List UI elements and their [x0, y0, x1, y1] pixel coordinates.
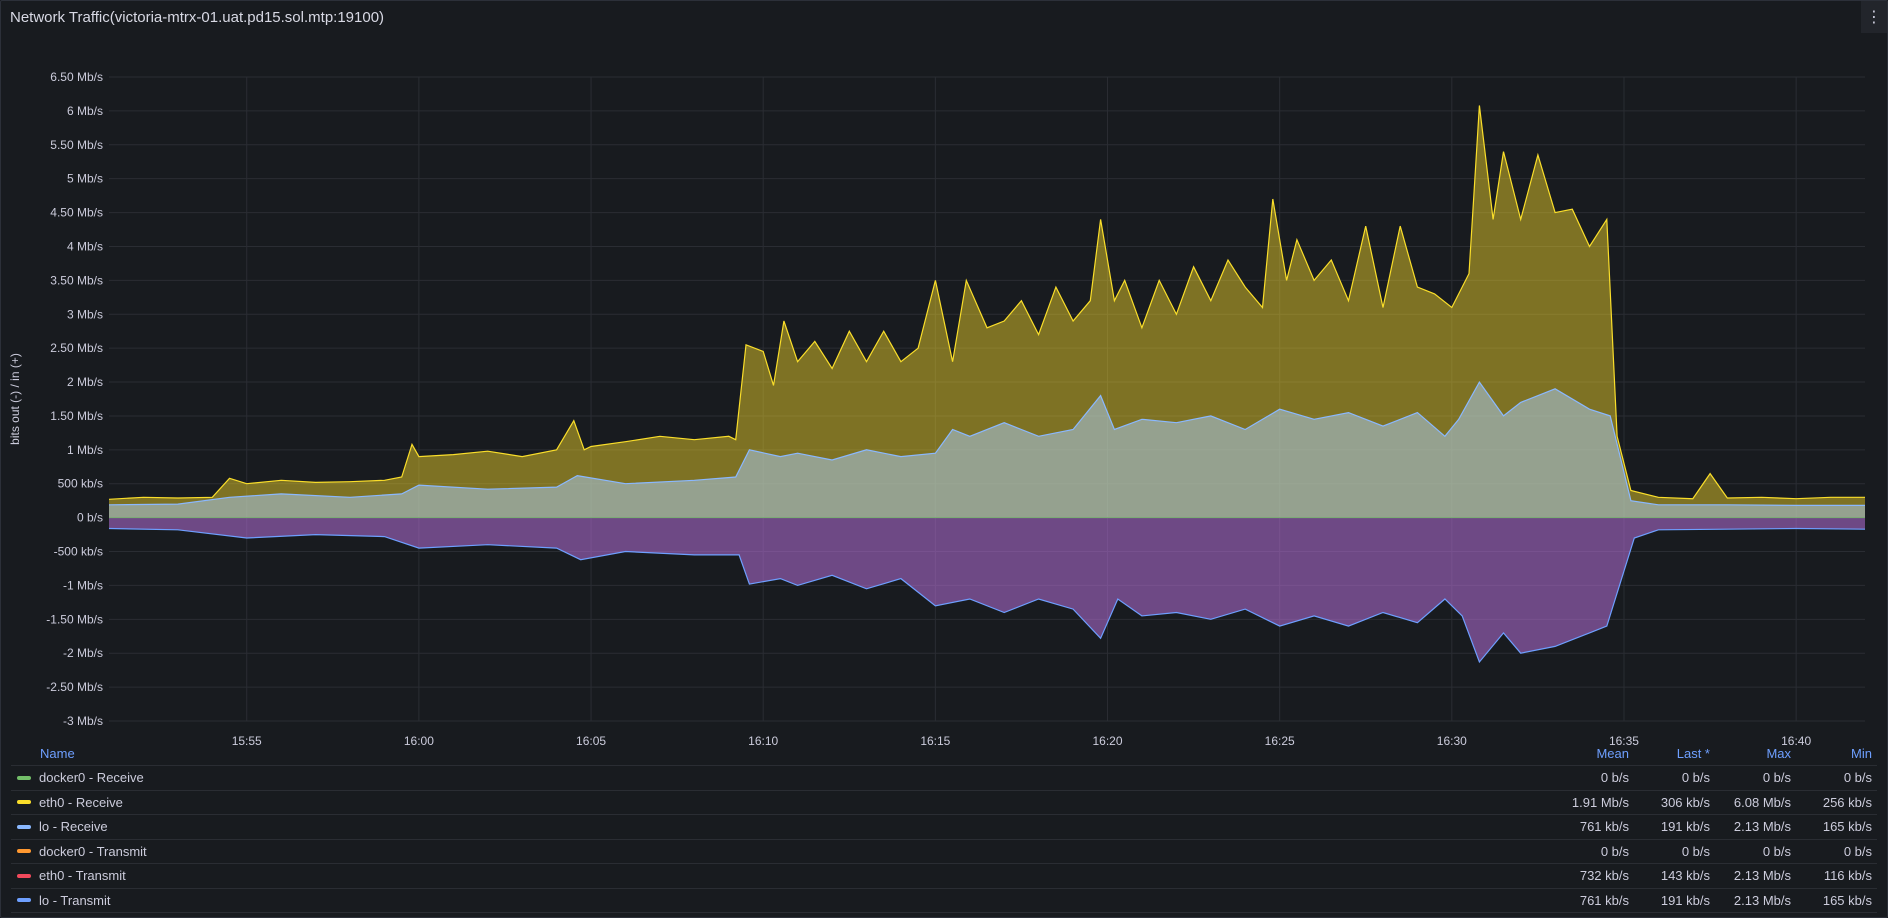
- legend-header: Name Mean Last * Max Min: [11, 741, 1877, 766]
- legend-mean-value: 732 kb/s: [1579, 868, 1629, 884]
- legend-mean-value: 0 b/s: [1600, 843, 1629, 859]
- y-tick-label: -3 Mb/s: [63, 714, 103, 728]
- legend-series-name[interactable]: eth0 - Receive: [11, 795, 1553, 810]
- y-tick-label: 4.50 Mb/s: [50, 206, 103, 220]
- y-tick-label: 1 Mb/s: [67, 443, 103, 457]
- series-color-swatch: [17, 849, 31, 854]
- legend-min-value: 116 kb/s: [1823, 868, 1872, 884]
- y-tick-label: 5.50 Mb/s: [50, 138, 103, 152]
- legend-series-label: lo - Transmit: [39, 892, 111, 908]
- y-tick-label: 5 Mb/s: [67, 172, 103, 186]
- legend-row[interactable]: eth0 - Transmit 732 kb/s 143 kb/s 2.13 Mb/s…: [11, 864, 1877, 889]
- legend-header-name[interactable]: Name: [40, 745, 75, 761]
- legend-last-value: 191 kb/s: [1660, 819, 1710, 835]
- legend-row[interactable]: lo - Receive 761 kb/s 191 kb/s 2.13 Mb/s 165…: [11, 815, 1877, 840]
- kebab-menu-icon: ⋮: [1866, 9, 1882, 26]
- legend-row[interactable]: eth0 - Receive 1.91 Mb/s 306 kb/s 6.08 Mb/s…: [11, 791, 1877, 815]
- y-tick-label: 6.50 Mb/s: [50, 70, 103, 84]
- series-color-swatch: [17, 824, 31, 829]
- x-tick-label: 16:10: [748, 734, 778, 747]
- legend-row[interactable]: lo - Transmit 761 kb/s 191 kb/s 2.13 Mb/s 16…: [11, 889, 1877, 913]
- x-tick-label: 16:00: [404, 734, 434, 747]
- legend-series-name[interactable]: lo - Transmit: [11, 893, 1553, 908]
- series-color-swatch: [17, 873, 31, 878]
- series-color-swatch: [17, 898, 31, 903]
- legend-min-value: 256 kb/s: [1822, 794, 1872, 810]
- legend-row[interactable]: docker0 - Transmit 0 b/s 0 b/s 0 b/s 0 b/s: [11, 840, 1877, 864]
- x-tick-label: 15:55: [232, 734, 262, 747]
- y-tick-label: 4 Mb/s: [67, 239, 103, 253]
- legend-mean-value: 761 kb/s: [1579, 892, 1629, 908]
- legend-mean-value: 1.91 Mb/s: [1571, 794, 1629, 810]
- legend-series-label: lo - Receive: [39, 819, 108, 835]
- legend-last-value: 306 kb/s: [1660, 794, 1710, 810]
- series-area: [109, 105, 1865, 518]
- legend-series-label: docker0 - Transmit: [39, 843, 147, 859]
- legend-last-value: 0 b/s: [1681, 770, 1710, 786]
- series-color-swatch: [17, 800, 31, 805]
- legend-max-value: 2.13 Mb/s: [1733, 892, 1791, 908]
- legend-mean-value: 761 kb/s: [1579, 819, 1629, 835]
- legend-header-min[interactable]: Min: [1851, 745, 1872, 761]
- x-tick-label: 16:40: [1781, 734, 1811, 747]
- y-tick-label: 500 kb/s: [58, 477, 103, 491]
- y-tick-label: 1.50 Mb/s: [50, 409, 103, 423]
- y-axis-label: bits out (-) / in (+): [8, 353, 22, 445]
- legend-min-value: 165 kb/s: [1822, 892, 1872, 908]
- panel-title: Network Traffic(victoria-mtrx-01.uat.pd1…: [10, 9, 385, 26]
- legend-header-mean[interactable]: Mean: [1596, 745, 1629, 761]
- series-area: [109, 382, 1865, 518]
- x-tick-label: 16:30: [1437, 734, 1467, 747]
- y-tick-label: -2 Mb/s: [63, 646, 103, 660]
- legend-last-value: 0 b/s: [1681, 843, 1710, 859]
- legend-last-value: 143 kb/s: [1660, 868, 1710, 884]
- series-color-swatch: [17, 775, 31, 780]
- y-tick-label: 2.50 Mb/s: [50, 341, 103, 355]
- network-traffic-chart[interactable]: 6.50 Mb/s 6 Mb/s 5.50 Mb/s 5 Mb/s 4.50 Mb/s 4…: [1, 37, 1887, 748]
- legend-table: Name Mean Last * Max Min docker0 - Recei…: [11, 741, 1877, 913]
- legend-min-value: 165 kb/s: [1822, 819, 1872, 835]
- legend-header-max[interactable]: Max: [1766, 745, 1791, 761]
- y-tick-label: -2.50 Mb/s: [46, 680, 103, 694]
- legend-series-label: eth0 - Transmit: [39, 868, 126, 884]
- legend-max-value: 0 b/s: [1762, 843, 1791, 859]
- legend-min-value: 0 b/s: [1843, 770, 1872, 786]
- legend-max-value: 2.13 Mb/s: [1733, 819, 1791, 835]
- y-tick-label: 2 Mb/s: [67, 375, 103, 389]
- legend-max-value: 2.13 Mb/s: [1733, 868, 1791, 884]
- legend-last-value: 191 kb/s: [1660, 892, 1710, 908]
- legend-max-value: 6.08 Mb/s: [1733, 794, 1791, 810]
- y-tick-label: 3.50 Mb/s: [50, 273, 103, 287]
- series-line: [108, 105, 1865, 500]
- legend-mean-value: 0 b/s: [1600, 770, 1629, 786]
- x-tick-label: 16:05: [576, 734, 606, 747]
- y-tick-label: 3 Mb/s: [67, 307, 103, 321]
- legend-series-label: eth0 - Receive: [39, 794, 123, 810]
- x-tick-label: 16:25: [1265, 734, 1295, 747]
- legend-series-name[interactable]: docker0 - Receive: [11, 770, 1553, 785]
- y-tick-label: -1.50 Mb/s: [46, 612, 103, 626]
- y-tick-label: 0 b/s: [77, 511, 103, 525]
- series-line: [108, 380, 1865, 506]
- series-line: [108, 527, 1866, 664]
- y-tick-label: 6 Mb/s: [67, 104, 103, 118]
- y-tick-label: -500 kb/s: [54, 545, 103, 559]
- series-area: [109, 517, 1865, 662]
- legend-series-label: docker0 - Receive: [39, 770, 144, 786]
- legend-header-last[interactable]: Last *: [1676, 745, 1710, 761]
- legend-series-name[interactable]: lo - Receive: [11, 819, 1553, 834]
- chart-area[interactable]: 6.50 Mb/s 6 Mb/s 5.50 Mb/s 5 Mb/s 4.50 Mb/s 4…: [1, 37, 1887, 748]
- legend-min-value: 0 b/s: [1843, 843, 1872, 859]
- panel-menu-button[interactable]: ⋮: [1861, 1, 1887, 33]
- legend-row[interactable]: docker0 - Receive 0 b/s 0 b/s 0 b/s 0 b/s: [11, 766, 1877, 791]
- y-tick-label: -1 Mb/s: [63, 578, 103, 592]
- x-tick-label: 16:15: [920, 734, 950, 747]
- x-tick-label: 16:20: [1092, 734, 1122, 747]
- x-tick-label: 16:35: [1609, 734, 1639, 747]
- legend-series-name[interactable]: docker0 - Transmit: [11, 844, 1553, 859]
- legend-max-value: 0 b/s: [1762, 770, 1791, 786]
- legend-series-name[interactable]: eth0 - Transmit: [11, 868, 1553, 883]
